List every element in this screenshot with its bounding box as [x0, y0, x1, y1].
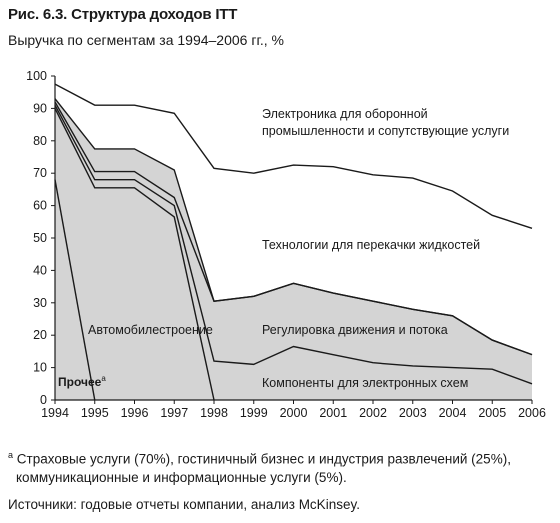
x-tick-label-1994: 1994 [41, 406, 69, 420]
x-tick-label-1996: 1996 [121, 406, 149, 420]
y-tick-label-80: 80 [33, 134, 47, 148]
x-tick-label-1997: 1997 [160, 406, 188, 420]
label-auto: Автомобилестроение [88, 323, 213, 337]
label-flow: Регулировка движения и потока [262, 323, 448, 337]
y-tick-label-50: 50 [33, 231, 47, 245]
source-note: Источники: годовые отчеты компании, анал… [8, 497, 360, 512]
chart-subtitle: Выручка по сегментам за 1994–2006 гг., % [8, 32, 284, 48]
x-tick-label-1999: 1999 [240, 406, 268, 420]
y-tick-label-90: 90 [33, 101, 47, 115]
footnote: a Страховые услуги (70%), гостиничный би… [8, 446, 511, 487]
y-tick-label-30: 30 [33, 296, 47, 310]
x-tick-label-1995: 1995 [81, 406, 109, 420]
y-tick-label-100: 100 [26, 69, 47, 83]
x-tick-label-2004: 2004 [439, 406, 467, 420]
y-tick-label-10: 10 [33, 361, 47, 375]
series-line-4 [54, 98, 533, 356]
shade-lower-segments [55, 98, 532, 401]
x-tick-label-2003: 2003 [399, 406, 427, 420]
series-line-5 [54, 83, 533, 229]
series-line-0 [54, 179, 96, 401]
footnote-line1: Страховые услуги (70%), гостиничный бизн… [16, 451, 511, 467]
x-tick-label-2000: 2000 [280, 406, 308, 420]
label-components: Компоненты для электронных схем [262, 376, 468, 390]
area-chart: 0 10 20 30 40 50 60 70 80 90 100 1994 1995 1996 1997 19… [26, 69, 546, 420]
label-other-text: Прочее [58, 375, 102, 389]
x-tick-label-2002: 2002 [359, 406, 387, 420]
x-tick-label-2006: 2006 [518, 406, 546, 420]
y-tick-label-20: 20 [33, 328, 47, 342]
page-title: Рис. 6.3. Структура доходов ITT [8, 6, 238, 23]
footnote-line2: коммуникационные и информационные услуги… [16, 469, 347, 485]
footnote-marker: a [8, 450, 14, 460]
y-tick-label-40: 40 [33, 263, 47, 277]
y-tick-label-60: 60 [33, 199, 47, 213]
label-other-marker: a [101, 374, 106, 383]
y-tick-label-70: 70 [33, 166, 47, 180]
x-tick-label-2005: 2005 [478, 406, 506, 420]
x-tick-label-1998: 1998 [200, 406, 228, 420]
y-tick-label-0: 0 [40, 393, 47, 407]
series-line-2 [54, 104, 533, 385]
label-other: Прочееa [58, 374, 106, 389]
label-defense-line1: Электроника для оборонной [262, 107, 428, 121]
label-pumps: Технологии для перекачки жидкостей [262, 238, 480, 252]
x-tick-label-2001: 2001 [319, 406, 347, 420]
series-line-1 [54, 108, 215, 401]
label-defense-line2: промышленности и сопутствующие услуги [262, 124, 509, 138]
